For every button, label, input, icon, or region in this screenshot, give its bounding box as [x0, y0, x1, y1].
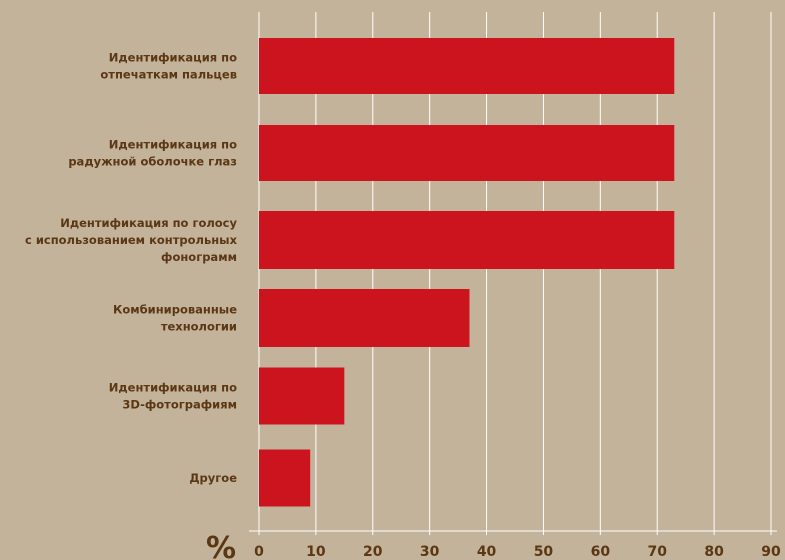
category-label-5: Другое [189, 471, 237, 485]
category-label-line: Идентификация по [109, 51, 237, 65]
x-tick-label-50: 50 [534, 544, 554, 560]
x-tick-label-30: 30 [420, 544, 440, 560]
category-label-0: Идентификация по отпечаткам пальцев [100, 51, 237, 82]
category-labels: Идентификация по отпечаткам пальцевИденти… [25, 51, 238, 486]
category-label-1: Идентификация по радужной оболочке глаз [68, 138, 237, 169]
bars [259, 38, 675, 507]
x-tick-label-10: 10 [306, 544, 326, 560]
x-tick-label-70: 70 [647, 544, 667, 560]
grid-lines [258, 12, 772, 535]
category-label-line: Другое [189, 471, 237, 485]
x-tick-label-40: 40 [477, 544, 497, 560]
category-label-line: Идентификация по [109, 138, 237, 152]
bar-4 [259, 367, 345, 425]
category-label-line: Идентификация по [109, 381, 237, 395]
unit-label: % [206, 531, 236, 560]
bar-3 [259, 289, 470, 347]
x-tick-label-80: 80 [704, 544, 724, 560]
category-label-2: Идентификация по голосу с использованием … [25, 216, 238, 264]
x-tick-label-20: 20 [363, 544, 383, 560]
category-label-line: Идентификация по голосу [60, 216, 237, 230]
bar-5 [259, 449, 311, 507]
bar-2 [259, 211, 675, 269]
x-tick-labels: 0 10 20 30 40 50 60 70 80 90 [254, 544, 781, 560]
bar-0 [259, 38, 675, 94]
category-label-3: Комбинированные технологии [113, 303, 237, 334]
category-label-line: с использованием контрольных [25, 233, 238, 247]
category-label-line: радужной оболочке глаз [68, 155, 237, 169]
category-label-4: Идентификация по 3D-фотографиям [109, 381, 237, 412]
x-tick-label-60: 60 [591, 544, 611, 560]
category-label-line: технологии [161, 320, 237, 334]
x-tick-label-0: 0 [254, 544, 264, 560]
category-label-line: отпечаткам пальцев [100, 68, 237, 82]
category-label-line: Комбинированные [113, 303, 237, 317]
category-label-line: 3D-фотографиям [122, 398, 237, 412]
x-tick-label-90: 90 [761, 544, 781, 560]
category-label-line: фонограмм [161, 250, 237, 264]
bar-1 [259, 125, 675, 181]
